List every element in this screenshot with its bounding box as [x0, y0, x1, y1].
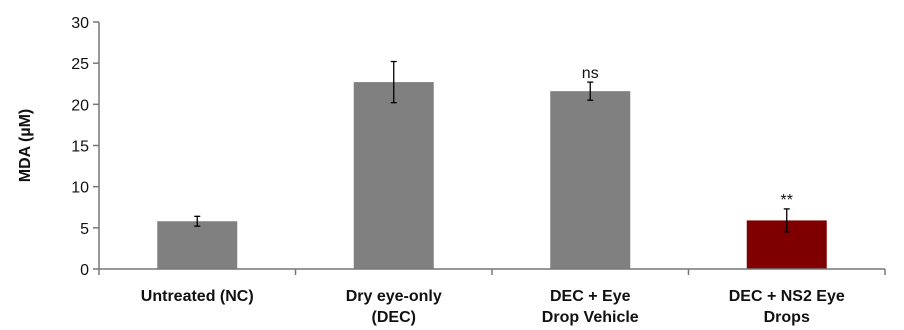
x-category-label: Untreated (NC) [141, 288, 254, 305]
significance-label: ** [781, 192, 793, 209]
y-tick-label: 15 [71, 139, 89, 156]
significance-label: ns [582, 65, 599, 82]
y-tick-label: 25 [71, 56, 89, 73]
x-category-label: Dry eye-only [346, 288, 442, 305]
bar [550, 91, 631, 269]
y-axis: 0 5 10 15 20 25 30 [71, 15, 100, 279]
y-tick-label: 5 [80, 221, 89, 238]
bar [157, 221, 238, 269]
error-bar [194, 215, 201, 227]
error-bar [390, 60, 397, 104]
x-category-label: Drop Vehicle [542, 309, 639, 326]
x-category-label: Drops [764, 309, 810, 326]
x-category-label: DEC + NS2 Eye [729, 288, 845, 305]
error-bar [783, 208, 790, 233]
x-category-label: (DEC) [372, 309, 416, 326]
x-axis: Untreated (NC) Dry eye-only (DEC) DEC + Eye… [98, 268, 886, 326]
y-tick-label: 30 [71, 15, 89, 32]
y-tick-label: 0 [80, 262, 89, 279]
x-category-label: DEC + Eye [550, 288, 631, 305]
error-bar [587, 81, 594, 101]
y-axis-label: MDA (µM) [17, 109, 34, 183]
y-tick-label: 10 [71, 180, 89, 197]
bar [353, 82, 434, 269]
bars: ns ** [157, 60, 827, 269]
y-tick-label: 20 [71, 97, 89, 114]
